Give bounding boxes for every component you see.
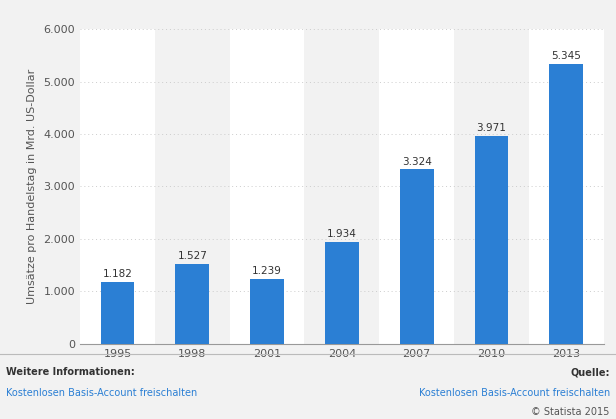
Bar xyxy=(325,242,359,344)
Bar xyxy=(400,170,434,344)
Text: 1.239: 1.239 xyxy=(252,266,282,276)
Text: 1.934: 1.934 xyxy=(327,230,357,239)
Bar xyxy=(155,29,230,344)
Bar xyxy=(379,29,454,344)
Bar xyxy=(100,282,134,344)
Text: 1.527: 1.527 xyxy=(177,251,207,261)
Bar xyxy=(80,29,155,344)
Bar xyxy=(176,264,209,344)
Bar xyxy=(475,136,508,344)
Y-axis label: Umsätze pro Handelstag in Mrd. US-Dollar: Umsätze pro Handelstag in Mrd. US-Dollar xyxy=(26,69,36,304)
Bar xyxy=(304,29,379,344)
Bar xyxy=(230,29,304,344)
Text: © Statista 2015: © Statista 2015 xyxy=(532,407,610,417)
Text: Weitere Informationen:: Weitere Informationen: xyxy=(6,367,135,377)
Bar xyxy=(250,279,284,344)
Text: Kostenlosen Basis-Account freischalten: Kostenlosen Basis-Account freischalten xyxy=(6,388,197,398)
Text: 3.324: 3.324 xyxy=(402,157,432,167)
Text: Kostenlosen Basis-Account freischalten: Kostenlosen Basis-Account freischalten xyxy=(419,388,610,398)
Bar xyxy=(529,29,604,344)
Text: Quelle:: Quelle: xyxy=(570,367,610,377)
Text: 3.971: 3.971 xyxy=(477,123,506,133)
Text: 5.345: 5.345 xyxy=(551,51,582,61)
Text: 1.182: 1.182 xyxy=(102,269,132,279)
Bar xyxy=(549,64,583,344)
Bar xyxy=(454,29,529,344)
